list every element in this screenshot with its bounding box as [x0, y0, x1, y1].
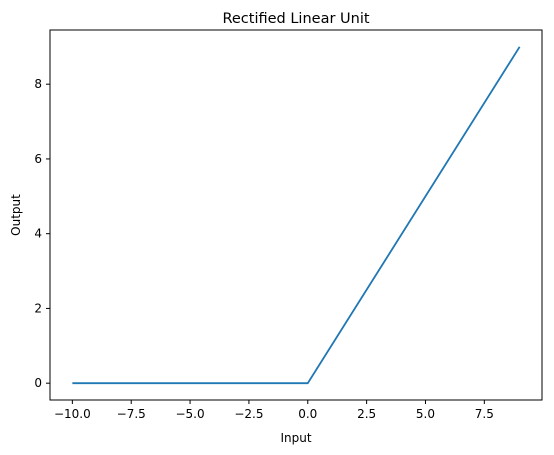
- x-tick-label: −5.0: [175, 407, 204, 421]
- x-axis-label: Input: [280, 431, 311, 445]
- x-tick-label: 7.5: [475, 407, 494, 421]
- y-axis: 0 2 4 6 8: [34, 77, 50, 390]
- x-tick-label: 0.0: [298, 407, 317, 421]
- y-tick-label: 6: [34, 152, 42, 166]
- plot-area: [49, 29, 543, 401]
- y-tick-label: 2: [34, 301, 42, 315]
- series-layer: [72, 46, 521, 385]
- y-axis-label: Output: [9, 194, 23, 236]
- x-tick-label: −10.0: [54, 407, 91, 421]
- y-tick-label: 0: [34, 376, 42, 390]
- x-axis: −10.0 −7.5 −5.0 −2.5 0.0 2.5 5.0 7.5: [54, 400, 494, 421]
- y-tick-label: 8: [34, 77, 42, 91]
- x-tick-label: 2.5: [357, 407, 376, 421]
- x-tick-label: −7.5: [117, 407, 146, 421]
- series-line-0: [72, 46, 521, 385]
- y-tick-label: 4: [34, 227, 42, 241]
- x-tick-label: 5.0: [416, 407, 435, 421]
- x-tick-label: −2.5: [234, 407, 263, 421]
- chart-title: Rectified Linear Unit: [222, 11, 369, 27]
